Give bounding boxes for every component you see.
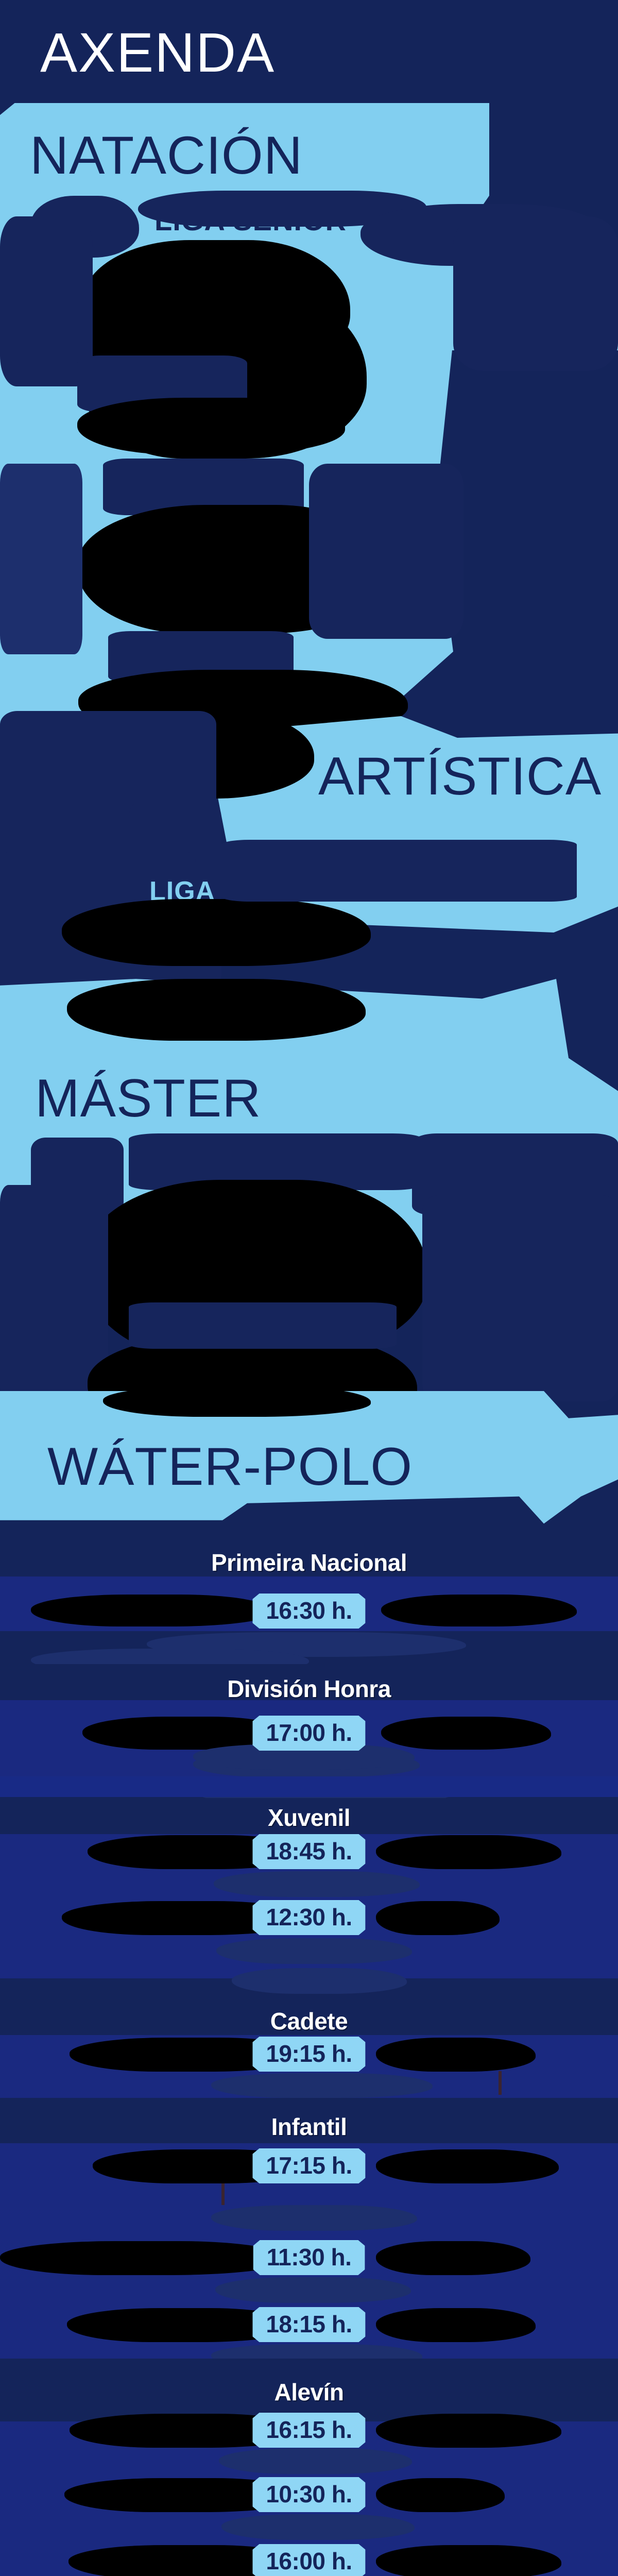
redaction-block — [0, 464, 82, 654]
section-heading-waterpolo: WÁTER-POLO — [47, 1437, 413, 1497]
section-heading-artistica: ARTÍSTICA — [318, 747, 602, 806]
redaction-block — [376, 2038, 536, 2072]
redaction-block — [0, 216, 93, 386]
match-time-badge: 19:15 h. — [252, 2037, 366, 2072]
redaction-block — [376, 2308, 536, 2342]
redaction-block — [376, 2149, 559, 2183]
match-time-badge: 18:15 h. — [252, 2307, 366, 2342]
redaction-block — [376, 2414, 561, 2448]
redaction-block — [211, 2073, 433, 2098]
category-label-xuvenil: Xuvenil — [267, 1804, 351, 1831]
match-time-badge: 12:30 h. — [252, 1900, 366, 1935]
redaction-block — [77, 398, 345, 454]
redaction-block — [221, 840, 577, 902]
match-time-badge: 18:45 h. — [252, 1834, 366, 1869]
redaction-block — [232, 1968, 407, 1994]
category-label-alevin: Alevín — [274, 2379, 344, 2405]
category-label-division-honra: División Honra — [227, 1675, 391, 1702]
match-time-badge: 16:15 h. — [252, 2413, 366, 2448]
redaction-block — [376, 1835, 561, 1869]
redaction-block — [381, 1717, 551, 1750]
match-time-badge: 11:30 h. — [253, 2240, 365, 2275]
redaction-block — [381, 1595, 577, 1626]
match-time-badge: 16:00 h. — [252, 2544, 366, 2576]
redaction-block — [219, 2448, 412, 2474]
match-time-badge: 10:30 h. — [252, 2477, 366, 2512]
category-label-infantil: Infantil — [271, 2113, 347, 2140]
category-label-cadete: Cadete — [270, 2008, 348, 2035]
redaction-block — [67, 979, 366, 1041]
redaction-block — [129, 1302, 397, 1349]
redaction-block — [103, 1386, 371, 1417]
redaction-block — [211, 2205, 417, 2231]
redaction-block — [376, 2478, 505, 2512]
redaction-block — [453, 216, 618, 371]
redaction-block — [214, 1871, 420, 1897]
match-time-badge: 17:00 h. — [252, 1716, 366, 1751]
match-time-badge: 17:15 h. — [252, 2148, 366, 2183]
redaction-block — [0, 2241, 288, 2275]
match-time-badge: 16:30 h. — [252, 1594, 366, 1629]
redaction-block — [376, 2241, 530, 2275]
redaction-block — [62, 899, 371, 966]
redaction-tail — [499, 2071, 502, 2095]
redaction-block — [309, 464, 464, 639]
category-label-primeira-nacional: Primeira Nacional — [211, 1549, 407, 1576]
section-heading-natacion: NATACIÓN — [30, 126, 303, 185]
redaction-block — [422, 1195, 618, 1401]
section-heading-master: MÁSTER — [35, 1069, 262, 1128]
redaction-block — [376, 2545, 561, 2576]
redaction-block — [31, 1595, 273, 1626]
redaction-block — [221, 2514, 415, 2540]
redaction-block — [216, 1938, 412, 1964]
redaction-block — [376, 1901, 500, 1935]
redaction-block — [0, 1185, 108, 1401]
row-band — [0, 1776, 618, 1797]
redaction-block — [215, 2277, 411, 2303]
page-title: AXENDA — [40, 21, 276, 83]
redaction-tail — [221, 2183, 225, 2205]
